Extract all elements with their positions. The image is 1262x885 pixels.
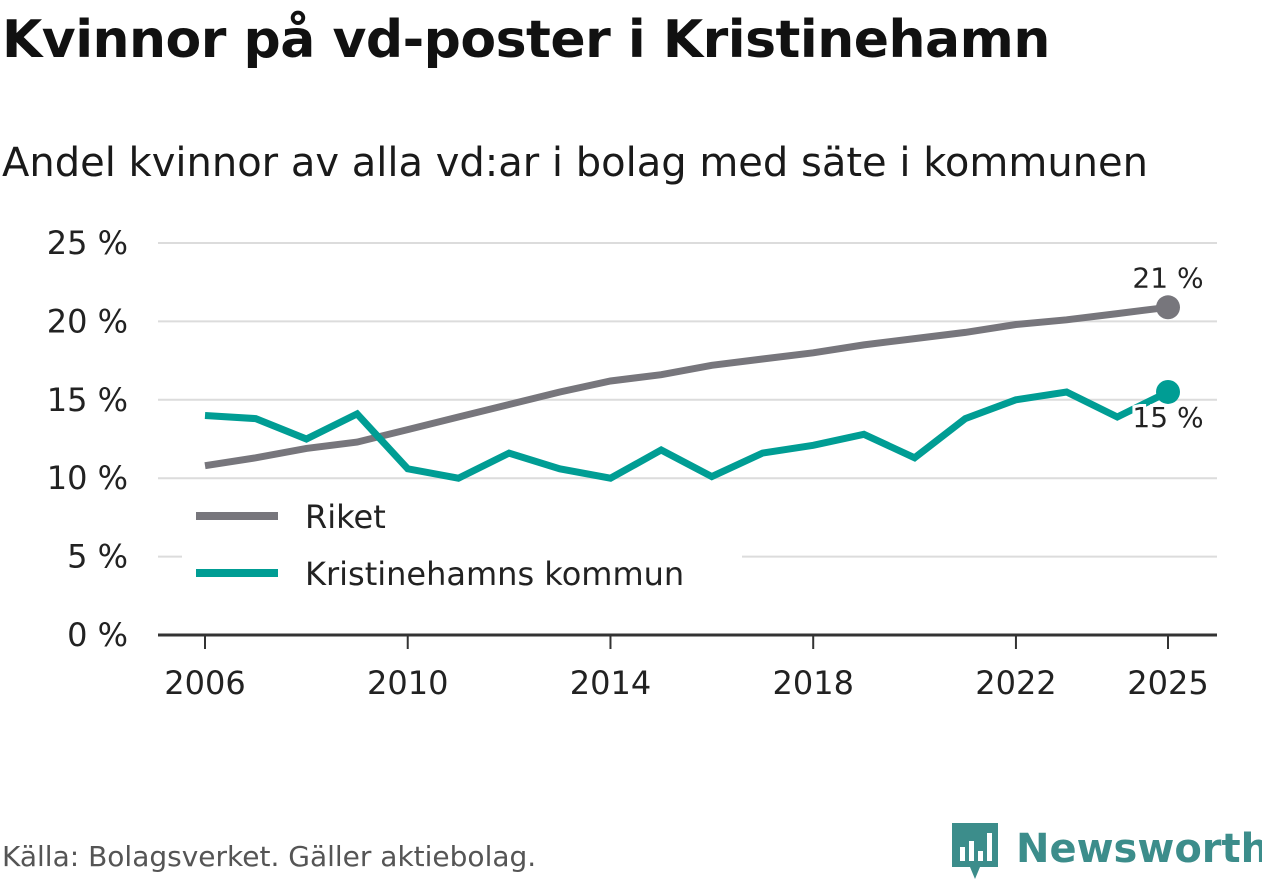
newsworthy-logo-icon xyxy=(950,821,1000,879)
end-value-label: 15 % xyxy=(1132,401,1203,434)
x-tick-label: 2010 xyxy=(367,664,448,702)
x-tick-labels: 2006 2010 2014 2018 2022 2025 xyxy=(164,635,1209,702)
x-tick-label: 2006 xyxy=(164,664,245,702)
y-tick-labels: 0 % 5 % 10 % 15 % 20 % 25 % xyxy=(47,224,128,654)
chart-title: Kvinnor på vd-poster i Kristinehamn xyxy=(2,10,1050,70)
legend-background xyxy=(182,490,742,602)
legend-label: Kristinehamns kommun xyxy=(305,555,684,593)
newsworthy-logo-text: Newsworthy xyxy=(1016,826,1262,872)
y-tick-label: 10 % xyxy=(47,459,128,497)
y-tick-label: 20 % xyxy=(47,302,128,340)
series-end-point xyxy=(1156,379,1180,404)
newsworthy-logo: Newsworthy xyxy=(950,818,1262,880)
x-tick-label: 2018 xyxy=(772,664,853,702)
series-line xyxy=(204,388,1170,482)
y-tick-label: 15 % xyxy=(47,381,128,419)
x-tick-label: 2014 xyxy=(570,664,651,702)
grid-lines xyxy=(158,242,1217,637)
y-tick-label: 0 % xyxy=(67,616,128,654)
series-line xyxy=(204,303,1169,470)
series-lines xyxy=(204,303,1170,482)
y-tick-label: 25 % xyxy=(47,224,128,262)
x-tick-label: 2025 xyxy=(1127,664,1208,702)
chart-subtitle: Andel kvinnor av alla vd:ar i bolag med … xyxy=(2,140,1148,186)
legend-label: Riket xyxy=(305,498,386,536)
end-value-label: 21 % xyxy=(1132,261,1203,294)
x-tick-label: 2022 xyxy=(975,664,1056,702)
y-tick-label: 5 % xyxy=(67,538,128,576)
source-note: Källa: Bolagsverket. Gäller aktiebolag. xyxy=(2,840,537,873)
end-labels: 21 % 15 % xyxy=(1129,258,1206,437)
legend: Riket Kristinehamns kommun xyxy=(182,490,742,602)
series-end-point xyxy=(1156,295,1180,320)
